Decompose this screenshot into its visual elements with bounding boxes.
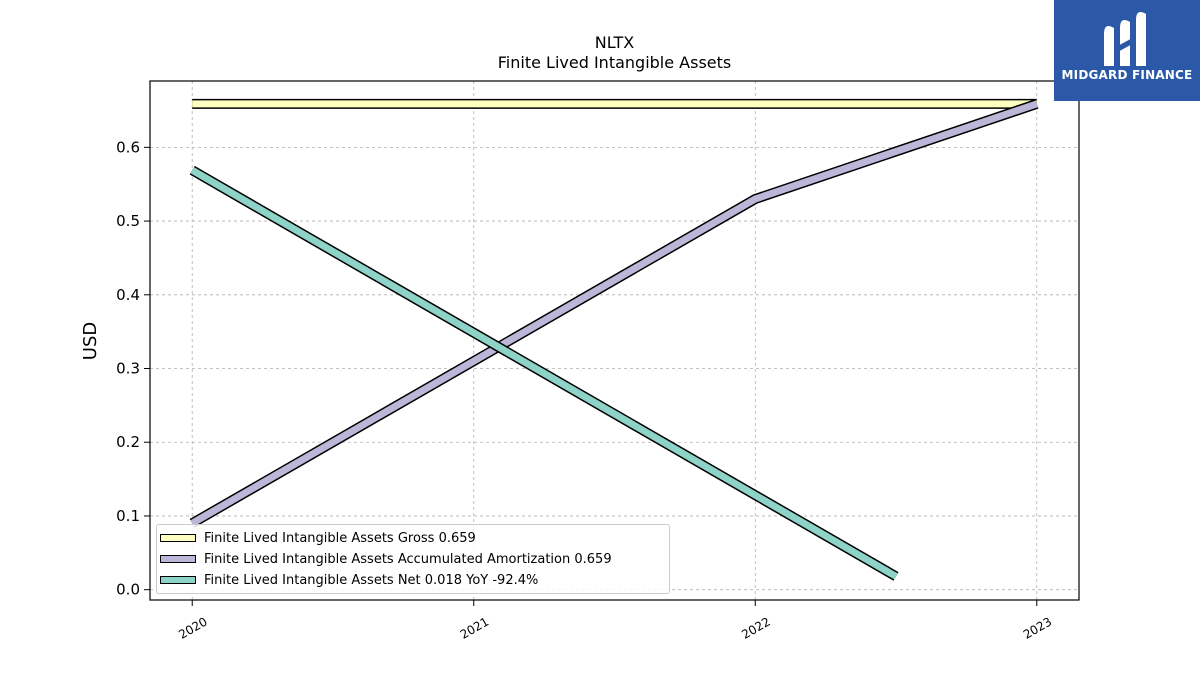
series-lines (189, 98, 1039, 581)
y-tick-label: 0.3 (116, 360, 140, 378)
plot-area-frame (149, 80, 1080, 601)
legend-item-gross: Finite Lived Intangible Assets Gross 0.6… (157, 528, 476, 548)
logo-text: MIDGARD FINANCE (1061, 68, 1193, 82)
y-tick-label: 0.5 (116, 212, 140, 230)
chart-title: NLTX (595, 33, 634, 52)
legend-label-net: Finite Lived Intangible Assets Net 0.018… (204, 572, 539, 588)
brand-logo: MIDGARD FINANCE (1054, 0, 1200, 101)
x-tick-label: 2020 (176, 614, 209, 641)
y-tick-label: 0.6 (116, 138, 140, 156)
y-axis-label: USD (80, 322, 101, 360)
legend-swatch-amortization (160, 555, 196, 563)
series-outline-accumulated-amortization (189, 99, 1039, 528)
y-tick-label: 0.0 (116, 581, 140, 599)
legend-swatch-gross (160, 534, 196, 542)
y-tick-label: 0.4 (116, 286, 140, 304)
grid-lines (150, 81, 1079, 600)
x-tick-label: 2021 (458, 614, 491, 641)
legend-swatch-net (160, 576, 196, 584)
y-tick-label: 0.2 (116, 433, 140, 451)
x-tick-label: 2023 (1021, 614, 1054, 641)
logo-mark-icon (1104, 12, 1146, 66)
legend-label-amortization: Finite Lived Intangible Assets Accumulat… (204, 551, 612, 567)
legend-item-net: Finite Lived Intangible Assets Net 0.018… (157, 570, 538, 590)
legend: Finite Lived Intangible Assets Gross 0.6… (156, 524, 670, 594)
y-tick-label: 0.1 (116, 507, 140, 525)
x-tick-label: 2022 (739, 614, 772, 641)
series-line-accumulated-amortization (190, 100, 1038, 527)
chart-subtitle: Finite Lived Intangible Assets (498, 53, 731, 72)
legend-label-gross: Finite Lived Intangible Assets Gross 0.6… (204, 530, 476, 546)
series-line-net (190, 167, 898, 580)
legend-item-amortization: Finite Lived Intangible Assets Accumulat… (157, 549, 612, 569)
